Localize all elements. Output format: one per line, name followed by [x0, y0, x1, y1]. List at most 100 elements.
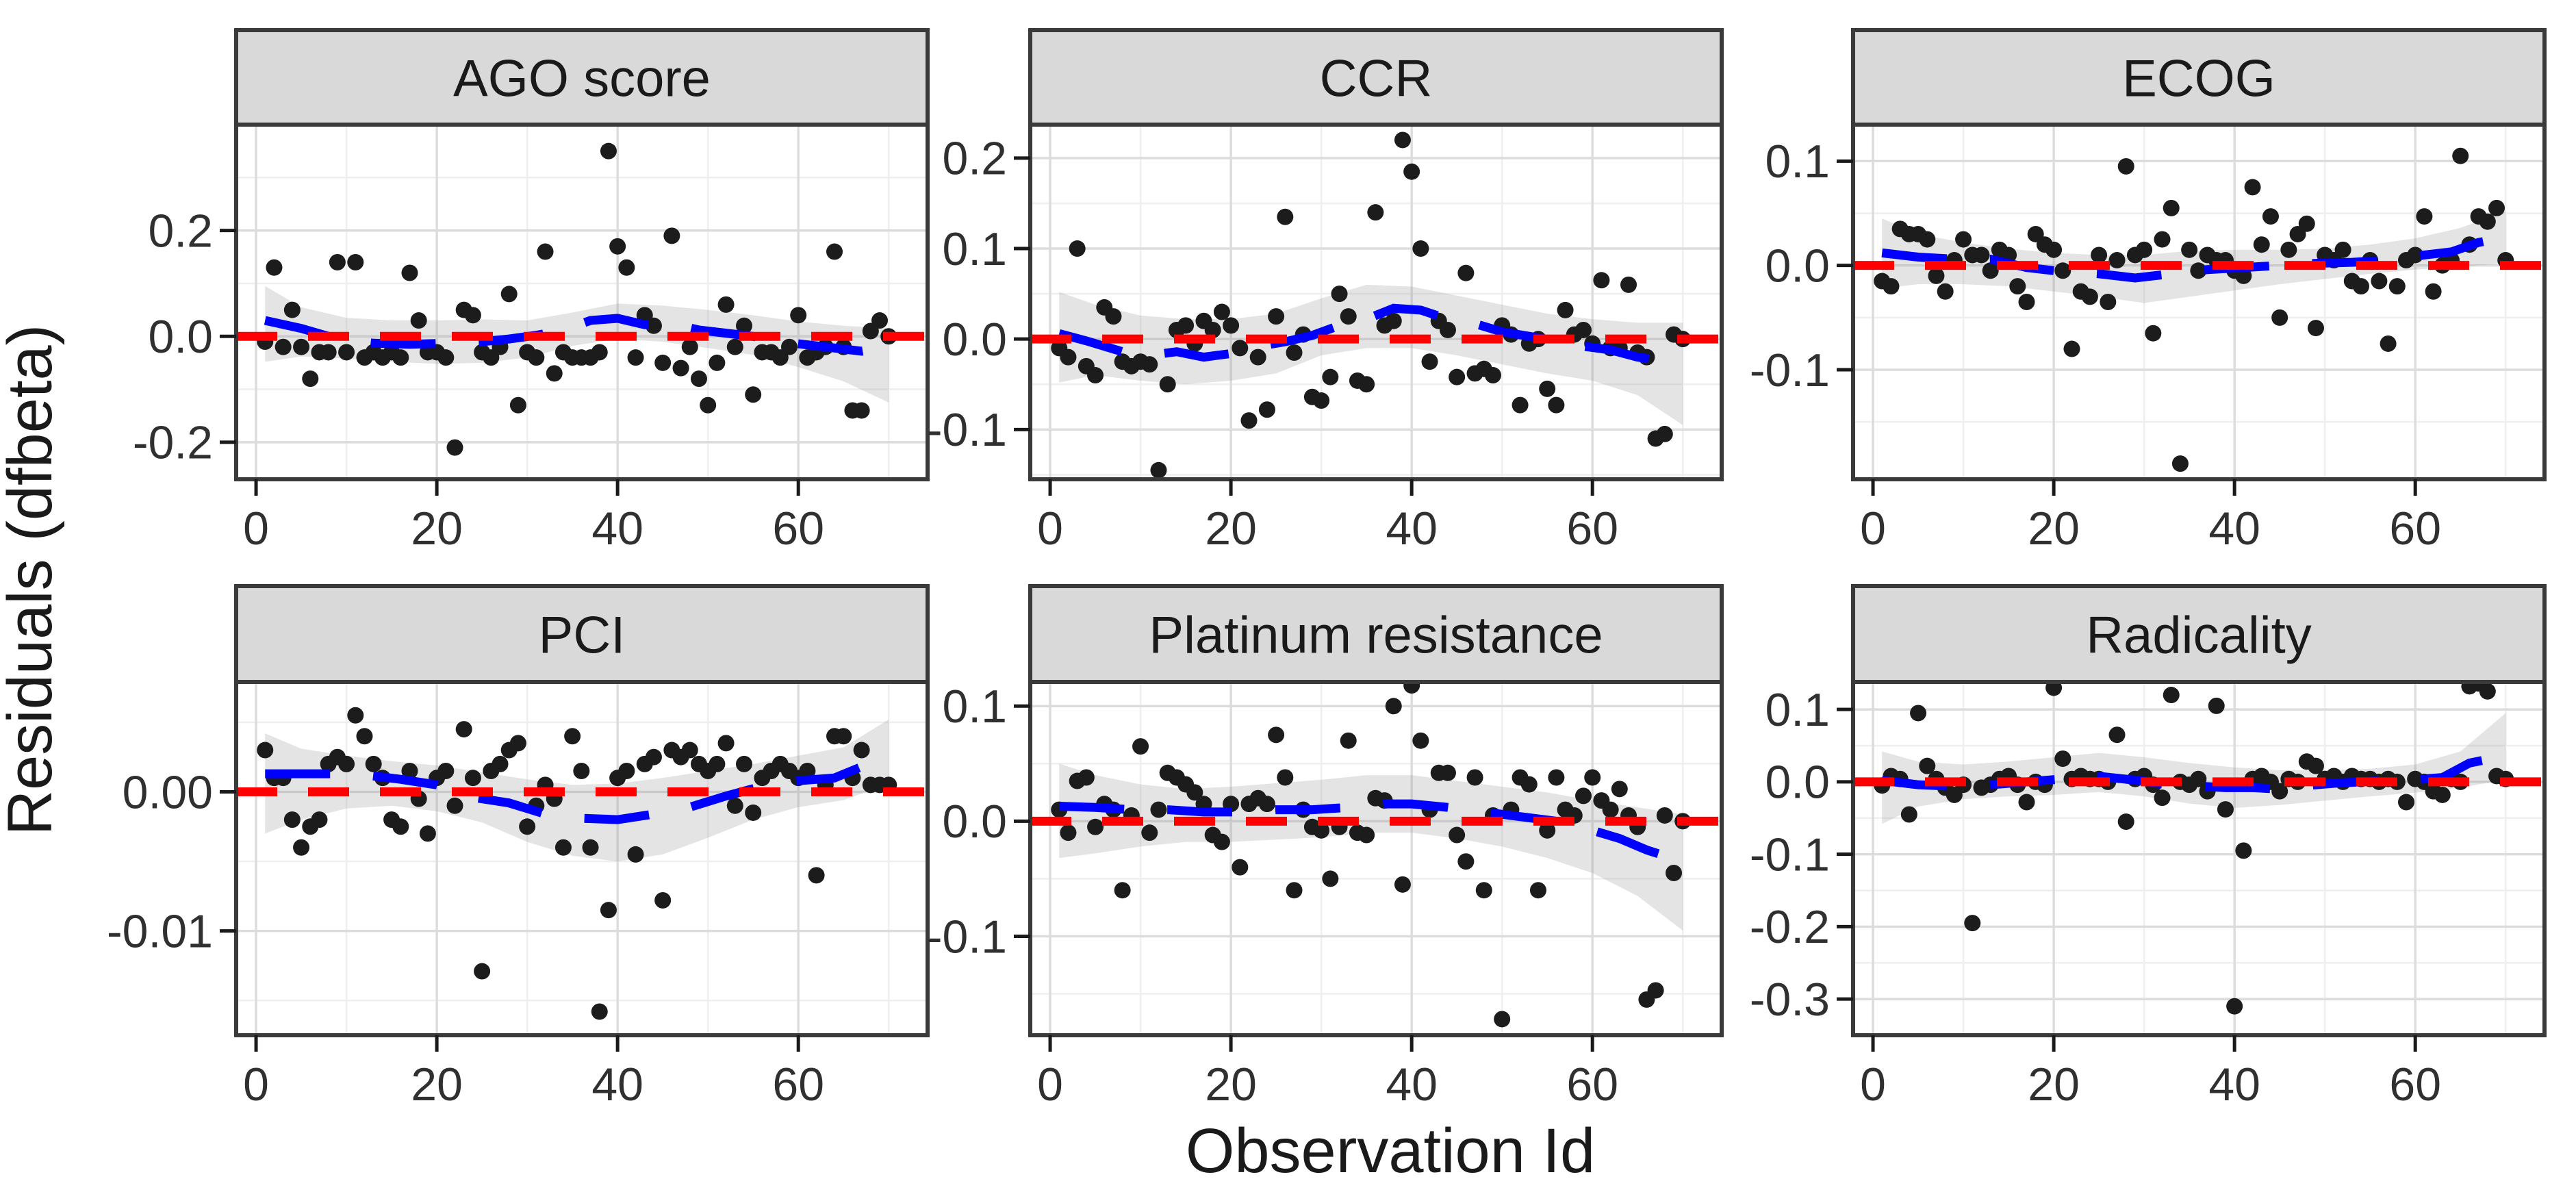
facet-strip-title: AGO score [453, 49, 711, 107]
y-tick-label: -0.3 [1750, 974, 1830, 1026]
facet-strip-title: ECOG [2122, 49, 2275, 107]
y-axis-ticks: 0.1 0.0 -0.1 [927, 681, 1030, 963]
x-axis-ticks: 0 20 40 60 [1037, 1035, 1618, 1111]
x-tick-label: 0 [1860, 503, 1886, 555]
grid-minor [1853, 682, 2545, 1035]
facet-strip [1028, 28, 1724, 127]
grid-minor [1030, 125, 1722, 479]
y-axis-ticks: 0.1 0.0 -0.1 [1750, 136, 1853, 396]
confidence-band [1882, 211, 2506, 303]
y-tick-label: 0.0 [1765, 757, 1830, 809]
x-tick-label: 0 [1860, 1059, 1886, 1111]
y-axis-ticks: 0.2 0.0 -0.2 [133, 205, 236, 469]
x-axis-ticks: 0 20 40 60 [243, 1035, 824, 1111]
y-tick-label: 0.1 [1765, 136, 1830, 188]
facet-strip-title: CCR [1320, 49, 1433, 107]
facet-strip-title: PCI [539, 606, 626, 664]
facet-ccr: CCR 0.2 0.1 0.0 -0.1 0 20 40 60 [927, 28, 1724, 555]
x-tick-label: 20 [2028, 1059, 2080, 1111]
x-tick-label: 20 [1205, 1059, 1257, 1111]
x-tick-label: 20 [411, 1059, 463, 1111]
y-tick-label: -0.01 [107, 905, 213, 957]
x-tick-label: 60 [1566, 1059, 1618, 1111]
facet-strip [234, 28, 930, 127]
x-tick-label: 40 [591, 1059, 643, 1111]
grid-major [236, 682, 928, 1035]
facet-strip-title: Radicality [2086, 606, 2311, 664]
facet-ago-score: AGO score 0.2 0.0 -0.2 0 20 40 60 [133, 28, 930, 555]
x-tick-label: 20 [2028, 503, 2080, 555]
x-tick-label: 40 [591, 503, 643, 555]
y-tick-label: 0.1 [942, 681, 1007, 733]
confidence-band [265, 286, 889, 403]
facet-ecog: ECOG 0.1 0.0 -0.1 0 20 40 60 [1750, 28, 2547, 555]
y-tick-label: -0.2 [1750, 901, 1830, 953]
y-tick-label: 0.00 [123, 766, 213, 818]
y-axis-ticks: 0.2 0.1 0.0 -0.1 [927, 133, 1030, 456]
confidence-band [1882, 713, 2506, 824]
facet-strip [1851, 28, 2547, 127]
smooth-line [1058, 303, 1685, 366]
grid-minor [1853, 125, 2545, 479]
facet-pci: PCI 0.00 -0.01 0 20 40 60 [107, 584, 930, 1111]
facet-strip [1028, 584, 1724, 684]
smooth-line [264, 314, 890, 356]
y-axis-ticks: 0.1 0.0 -0.1 -0.2 -0.3 [1750, 684, 1853, 1026]
x-tick-label: 40 [1386, 503, 1438, 555]
grid-minor [236, 125, 928, 479]
smooth-line [265, 748, 891, 824]
y-tick-label: -0.1 [927, 404, 1007, 456]
facet-radicality: Radicality 0.1 0.0 -0.1 -0.2 -0.3 0 20 40 60 [1750, 584, 2547, 1111]
y-tick-label: -0.1 [927, 911, 1007, 963]
facet-strip-title: Platinum resistance [1149, 606, 1603, 664]
facet-platinum-resistance: Platinum resistance 0.1 0.0 -0.1 0 20 40 60 [927, 584, 1724, 1111]
y-tick-label: 0.1 [942, 223, 1007, 275]
x-tick-label: 0 [1037, 1059, 1063, 1111]
x-tick-label: 20 [411, 503, 463, 555]
x-tick-label: 0 [1037, 503, 1063, 555]
y-tick-label: 0.0 [1765, 240, 1830, 292]
x-axis-ticks: 0 20 40 60 [1037, 479, 1618, 555]
y-tick-label: -0.1 [1750, 828, 1830, 881]
smooth-line [1881, 233, 2507, 283]
x-axis-ticks: 0 20 40 60 [1860, 1035, 2441, 1111]
x-tick-label: 40 [2208, 503, 2260, 555]
y-tick-label: -0.1 [1750, 344, 1830, 396]
y-tick-label: 0.2 [148, 205, 213, 257]
x-tick-label: 60 [772, 503, 824, 555]
panel-background [236, 125, 928, 479]
x-tick-label: 0 [243, 1059, 269, 1111]
panel-background [1853, 125, 2545, 479]
panel-background [1030, 125, 1722, 479]
x-tick-label: 60 [2389, 1059, 2441, 1111]
x-tick-label: 60 [2389, 503, 2441, 555]
x-axis-ticks: 0 20 40 60 [243, 479, 824, 555]
confidence-band [1059, 763, 1683, 931]
y-tick-label: 0.0 [942, 796, 1007, 848]
x-axis-title: Observation Id [1186, 1116, 1595, 1186]
facet-strip [234, 584, 930, 684]
y-tick-label: 0.1 [1765, 684, 1830, 736]
y-tick-label: 0.2 [942, 133, 1007, 185]
x-tick-label: 20 [1205, 503, 1257, 555]
confidence-band [1059, 284, 1683, 425]
y-axis-ticks: 0.00 -0.01 [107, 766, 236, 957]
confidence-band [265, 719, 889, 862]
y-axis-title: Residuals (dfbeta) [0, 325, 65, 836]
x-tick-label: 40 [1386, 1059, 1438, 1111]
panel-background [236, 682, 928, 1035]
y-tick-label: 0.0 [148, 311, 213, 363]
y-tick-label: -0.2 [133, 417, 213, 469]
points-layer [257, 707, 897, 1020]
panel-background [1853, 682, 2545, 1035]
x-tick-label: 0 [243, 503, 269, 555]
x-tick-label: 60 [1566, 503, 1618, 555]
x-tick-label: 40 [2208, 1059, 2260, 1111]
facet-strip [1851, 584, 2547, 684]
x-tick-label: 60 [772, 1059, 824, 1111]
smooth-line [1059, 799, 1685, 867]
x-axis-ticks: 0 20 40 60 [1860, 479, 2441, 555]
y-tick-label: 0.0 [942, 314, 1007, 366]
